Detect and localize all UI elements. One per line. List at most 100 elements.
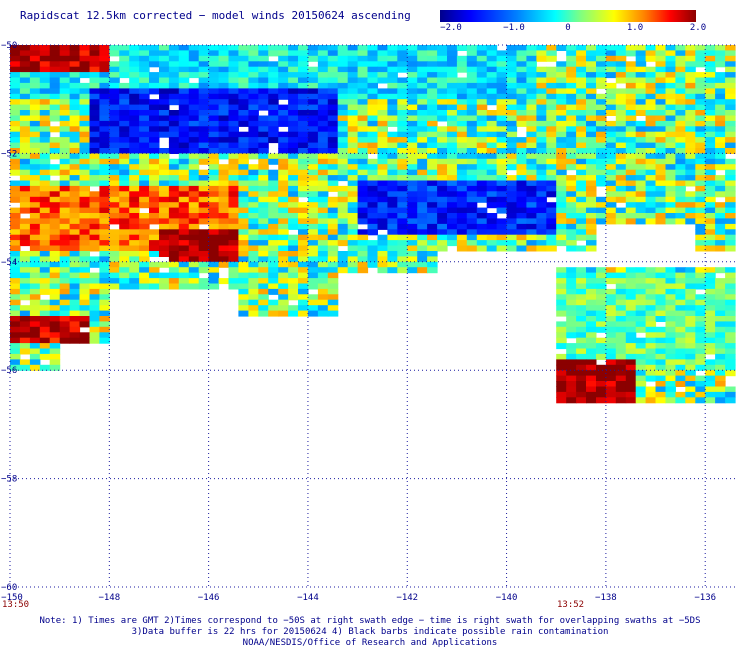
wind-diff-cell [218, 191, 230, 198]
wind-diff-cell [387, 153, 398, 160]
wind-diff-cell [139, 256, 150, 263]
wind-diff-cell [695, 50, 706, 57]
wind-diff-cell [218, 240, 230, 247]
wind-diff-cell [317, 202, 329, 209]
wind-diff-cell [69, 294, 81, 301]
wind-diff-cell [635, 131, 647, 138]
wind-diff-cell [496, 72, 508, 79]
wind-diff-cell [288, 256, 299, 263]
wind-diff-cell [29, 353, 41, 360]
wind-diff-cell [516, 99, 527, 106]
wind-diff-cell [675, 110, 686, 116]
wind-diff-cell [178, 82, 190, 89]
wind-diff-cell [317, 299, 329, 306]
wind-diff-cell [298, 305, 309, 312]
wind-diff-cell [377, 267, 388, 274]
wind-diff-cell [149, 164, 160, 171]
wind-diff-cell [59, 213, 71, 219]
wind-diff-cell [337, 267, 349, 274]
wind-diff-cell [298, 153, 309, 160]
wind-diff-cell [596, 50, 607, 57]
wind-diff-cell [129, 77, 140, 84]
wind-diff-cell [159, 66, 170, 73]
wind-diff-cell [288, 283, 299, 290]
wind-diff-cell [685, 175, 696, 182]
wind-diff-cell [655, 82, 666, 89]
wind-diff-cell [665, 55, 676, 62]
wind-diff-cell [715, 218, 726, 225]
wind-diff-cell [566, 61, 577, 68]
wind-diff-cell [645, 55, 657, 62]
wind-diff-cell [188, 169, 200, 176]
wind-diff-cell [387, 256, 398, 263]
wind-diff-cell [238, 267, 249, 274]
wind-diff-cell [268, 283, 279, 290]
wind-diff-cell [725, 99, 736, 106]
wind-diff-cell [109, 66, 120, 73]
wind-diff-cell [407, 120, 418, 127]
wind-diff-cell [119, 61, 130, 68]
wind-diff-cell [198, 55, 210, 62]
wind-diff-cell [705, 131, 716, 138]
wind-diff-cell [29, 321, 41, 328]
wind-diff-cell [288, 234, 299, 241]
wind-diff-cell [635, 142, 647, 149]
wind-diff-cell [596, 337, 607, 344]
wind-diff-cell [665, 348, 676, 355]
wind-diff-cell [605, 207, 617, 214]
wind-diff-cell [665, 110, 676, 116]
wind-diff-cell [665, 50, 676, 57]
wind-diff-cell [496, 153, 508, 160]
wind-diff-cell [516, 175, 527, 182]
wind-diff-cell [347, 175, 359, 182]
wind-diff-cell [576, 283, 587, 290]
wind-diff-cell [665, 45, 676, 51]
wind-diff-cell [109, 240, 120, 247]
wind-diff-cell [615, 359, 627, 366]
wind-diff-cell [19, 142, 31, 149]
wind-diff-cell [69, 229, 81, 236]
wind-diff-cell [79, 283, 90, 290]
wind-diff-cell [685, 326, 696, 333]
wind-diff-cell [89, 115, 100, 122]
wind-diff-cell [705, 169, 716, 176]
wind-diff-cell [496, 158, 508, 165]
wind-diff-cell [19, 256, 31, 263]
wind-diff-cell [566, 370, 577, 377]
wind-diff-cell [377, 245, 388, 252]
wind-diff-cell [149, 213, 160, 219]
wind-diff-cell [29, 185, 41, 192]
wind-diff-cell [79, 278, 90, 285]
wind-diff-cell [635, 169, 647, 176]
wind-diff-cell [327, 240, 339, 247]
wind-diff-cell [89, 283, 100, 290]
wind-diff-cell [347, 218, 359, 225]
wind-diff-cell [655, 207, 666, 214]
wind-diff-cell [307, 164, 319, 171]
wind-diff-cell [387, 261, 398, 268]
wind-diff-cell [288, 55, 299, 62]
wind-diff-cell [466, 234, 478, 241]
wind-diff-cell [427, 261, 438, 268]
wind-diff-cell [317, 175, 329, 182]
wind-diff-cell [29, 153, 41, 160]
wind-diff-cell [486, 148, 498, 154]
wind-diff-cell [625, 381, 637, 387]
wind-diff-cell [705, 332, 716, 339]
wind-diff-cell [307, 158, 319, 165]
wind-diff-cell [159, 234, 170, 241]
wind-diff-cell [347, 229, 359, 236]
wind-diff-cell [49, 202, 61, 209]
wind-diff-cell [258, 294, 269, 301]
wind-diff-cell [725, 88, 736, 95]
wind-diff-cell [586, 72, 597, 79]
wind-diff-cell [645, 120, 657, 127]
wind-diff-cell [288, 310, 299, 317]
wind-diff-cell [615, 278, 627, 285]
wind-diff-cell [278, 164, 289, 171]
wind-diff-cell [99, 61, 110, 68]
wind-diff-cell [546, 148, 557, 154]
wind-diff-cell [298, 120, 309, 127]
wind-diff-cell [556, 321, 567, 328]
wind-diff-cell [178, 240, 190, 247]
